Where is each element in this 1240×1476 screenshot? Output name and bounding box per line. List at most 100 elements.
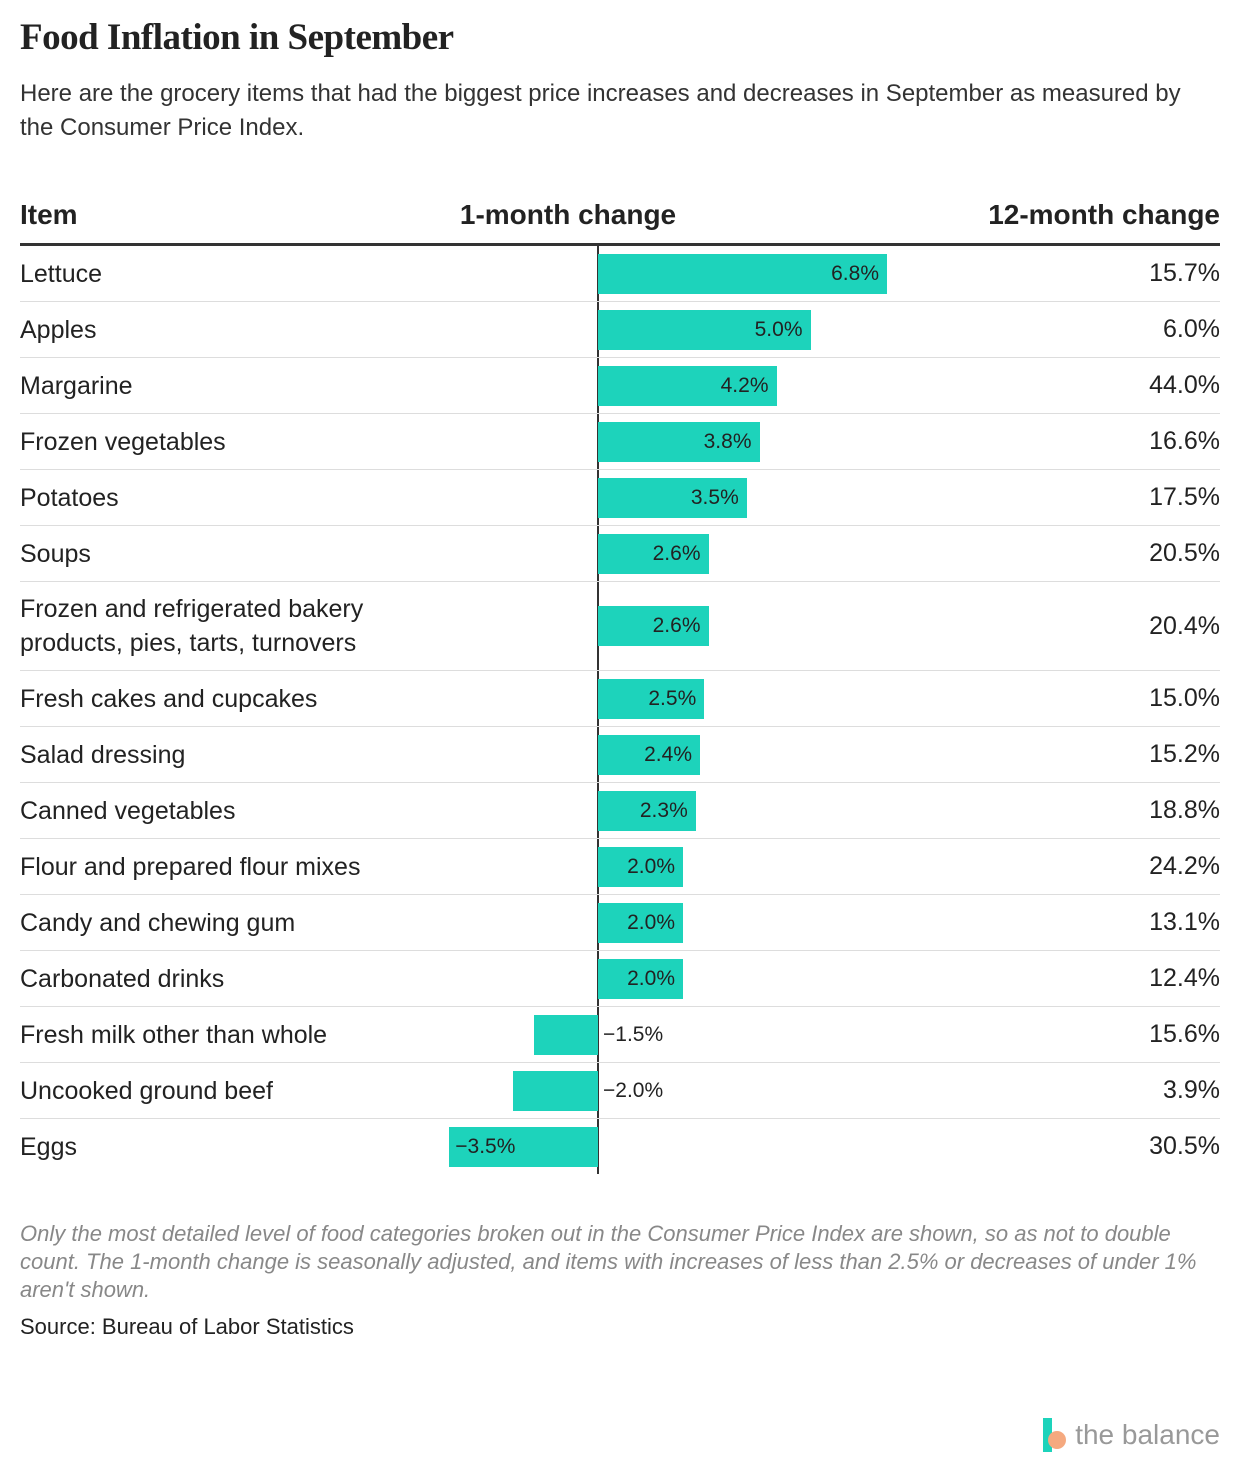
table-row: Frozen vegetables 3.8% 16.6%: [20, 414, 1220, 470]
column-header: 12-month change: [988, 199, 1220, 230]
twelve-month-change: 6.0%: [1163, 315, 1220, 343]
bar: [534, 1014, 598, 1055]
data-label: 2.5%: [648, 686, 697, 710]
brand-icon: [1043, 1418, 1067, 1452]
bar: [513, 1070, 598, 1111]
table-row: Soups 2.6% 20.5%: [20, 526, 1220, 582]
data-label: 3.8%: [703, 429, 752, 453]
bar: [598, 734, 700, 775]
twelve-month-change: 24.2%: [1149, 852, 1220, 880]
twelve-month-change: 15.7%: [1149, 259, 1220, 287]
table-row: Eggs −3.5% 30.5%: [20, 1119, 1220, 1174]
column-header: 1-month change: [459, 199, 677, 230]
bar-area: 2.0%: [410, 839, 1060, 894]
bar: [449, 1126, 598, 1167]
twelve-month-change: 44.0%: [1149, 371, 1220, 399]
item-label: Eggs: [20, 1132, 77, 1161]
bar: [598, 606, 709, 646]
zero-line: [597, 1063, 599, 1118]
bar-area: 2.4%: [410, 727, 1060, 782]
bar: [598, 678, 705, 719]
table-row: Carbonated drinks 2.0% 12.4%: [20, 951, 1220, 1007]
brand: the balance: [1043, 1418, 1220, 1452]
twelve-month-change: 15.0%: [1149, 684, 1220, 712]
table-row: Uncooked ground beef −2.0% 3.9%: [20, 1063, 1220, 1119]
bar-area: 2.0%: [410, 895, 1060, 950]
zero-line: [597, 1007, 599, 1062]
table-header: Item 1-month change 12-month change: [20, 197, 1220, 246]
table-row: Lettuce 6.8% 15.7%: [20, 246, 1220, 302]
brand-name: the balance: [1075, 1419, 1220, 1450]
item-label: Carbonated drinks: [20, 964, 225, 993]
item-label: Apples: [20, 315, 97, 344]
data-label: 2.0%: [627, 854, 675, 878]
bar-area: 5.0%: [410, 302, 1060, 357]
twelve-month-change: 30.5%: [1149, 1132, 1220, 1160]
item-label: Frozen vegetables: [20, 427, 226, 456]
data-label: 2.0%: [627, 966, 675, 990]
item-label: Lettuce: [20, 259, 103, 288]
data-label: 4.2%: [720, 373, 769, 397]
twelve-month-change: 15.6%: [1149, 1020, 1220, 1048]
table-row: Apples 5.0% 6.0%: [20, 302, 1220, 358]
bar-area: −2.0%: [410, 1063, 1060, 1118]
item-label: Potatoes: [20, 483, 119, 512]
bar: [598, 477, 747, 518]
item-label: Salad dressing: [20, 740, 186, 769]
bar-area: −1.5%: [410, 1007, 1060, 1062]
note: Only the most detailed level of food cat…: [20, 1221, 1197, 1302]
item-label: Uncooked ground beef: [20, 1076, 273, 1105]
bar-area: 6.8%: [410, 246, 1060, 301]
table-row: Potatoes 3.5% 17.5%: [20, 470, 1220, 526]
data-label: −1.5%: [603, 1022, 664, 1046]
twelve-month-change: 18.8%: [1149, 796, 1220, 824]
twelve-month-change: 16.6%: [1149, 427, 1220, 455]
bar-area: 4.2%: [410, 358, 1060, 413]
bar: [598, 533, 709, 574]
twelve-month-change: 15.2%: [1149, 740, 1220, 768]
data-label: 2.6%: [652, 614, 701, 637]
table-row: Fresh cakes and cupcakes 2.5% 15.0%: [20, 671, 1220, 727]
subtitle: Here are the grocery items that had the …: [20, 80, 1181, 141]
item-label: Candy and chewing gum: [20, 908, 296, 937]
item-label: Fresh cakes and cupcakes: [20, 684, 318, 713]
table-row: Candy and chewing gum 2.0% 13.1%: [20, 895, 1220, 951]
table-row: Frozen and refrigerated bakery products,…: [20, 582, 1220, 671]
data-label: 3.5%: [690, 485, 739, 509]
twelve-month-change: 17.5%: [1149, 483, 1220, 511]
item-label: Flour and prepared flour mixes: [20, 852, 361, 881]
data-label: −2.0%: [603, 1078, 664, 1102]
table-row: Flour and prepared flour mixes 2.0% 24.2%: [20, 839, 1220, 895]
source: Source: Bureau of Labor Statistics: [20, 1314, 354, 1339]
bar: [598, 790, 696, 831]
chart-title: Food Inflation in September: [20, 17, 454, 58]
table-row: Margarine 4.2% 44.0%: [20, 358, 1220, 414]
bar-area: −3.5%: [410, 1119, 1060, 1174]
bar-area: 2.6%: [410, 526, 1060, 581]
item-label: Canned vegetables: [20, 796, 236, 825]
data-label: 6.8%: [831, 261, 879, 285]
twelve-month-change: 20.4%: [1149, 611, 1220, 640]
bar: [598, 365, 777, 406]
data-label: 2.0%: [627, 910, 675, 934]
data-label: 5.0%: [754, 317, 803, 341]
bar-area: 2.5%: [410, 671, 1060, 726]
bar: [598, 309, 811, 350]
bar: [598, 846, 683, 887]
data-label: 2.3%: [639, 798, 688, 822]
bar-area: 2.3%: [410, 783, 1060, 838]
bar-area: 3.5%: [410, 470, 1060, 525]
table-row: Salad dressing 2.4% 15.2%: [20, 727, 1220, 783]
twelve-month-change: 12.4%: [1149, 964, 1220, 992]
bar: [598, 958, 683, 999]
item-label: Fresh milk other than whole: [20, 1020, 328, 1049]
bar-area: 2.6%: [410, 582, 1060, 670]
table-row: Canned vegetables 2.3% 18.8%: [20, 783, 1220, 839]
bar-area: 3.8%: [410, 414, 1060, 469]
twelve-month-change: 20.5%: [1149, 539, 1220, 567]
zero-line: [597, 1119, 599, 1174]
bar: [598, 253, 887, 294]
bar-area: 2.0%: [410, 951, 1060, 1006]
column-header: Item: [20, 199, 78, 230]
table-row: Fresh milk other than whole −1.5% 15.6%: [20, 1007, 1220, 1063]
